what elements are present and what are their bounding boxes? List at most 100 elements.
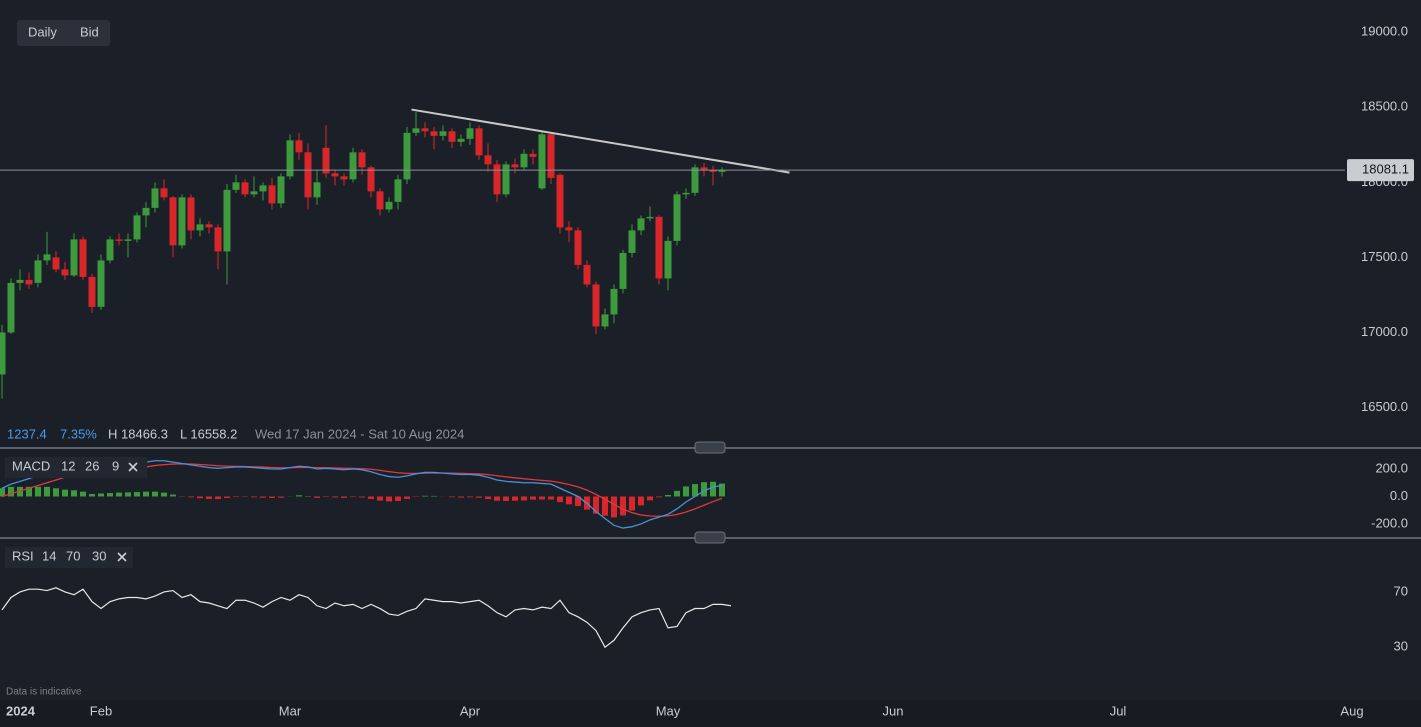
histogram-bar — [638, 496, 644, 506]
macd-label: MACD — [12, 458, 50, 473]
histogram-bar — [350, 496, 356, 498]
candle-body — [277, 176, 285, 204]
close-icon[interactable] — [117, 552, 127, 562]
histogram-bar — [161, 492, 167, 497]
candle-body — [331, 173, 339, 177]
histogram-bar — [89, 494, 95, 497]
histogram-bar — [44, 486, 50, 497]
candle-body — [223, 189, 231, 252]
candle-body — [106, 239, 114, 261]
candle-body — [619, 252, 627, 289]
histogram-bar — [98, 493, 104, 497]
histogram-bar — [431, 495, 437, 497]
histogram-bar — [188, 496, 194, 498]
candle-body — [439, 131, 447, 136]
candle-body — [385, 201, 393, 210]
histogram-bar — [449, 496, 455, 498]
histogram-bar — [629, 496, 635, 511]
y-tick-label: 18500.0 — [1361, 99, 1408, 114]
histogram-bar — [368, 496, 374, 499]
candle-body — [682, 192, 690, 195]
interval-button[interactable]: Daily — [28, 24, 57, 39]
histogram-bar — [323, 496, 329, 498]
candle-body — [79, 239, 87, 277]
histogram-bar — [80, 491, 86, 497]
histogram-bar — [62, 489, 68, 497]
histogram-bar — [206, 496, 212, 499]
candle-body — [34, 260, 42, 283]
candle-body — [664, 240, 672, 279]
candle-body — [151, 188, 159, 208]
histogram-bar — [377, 496, 383, 501]
side-button[interactable]: Bid — [80, 24, 99, 39]
histogram-bar — [233, 496, 239, 498]
candle-body — [403, 132, 411, 180]
candle-body — [160, 188, 168, 198]
candle-body — [493, 164, 501, 195]
low: L 16558.2 — [180, 426, 237, 441]
histogram-bar — [260, 496, 266, 498]
rsi-header — [5, 547, 133, 568]
histogram-bar — [665, 494, 671, 497]
histogram-bar — [683, 486, 689, 497]
histogram-bar — [647, 496, 653, 501]
histogram-bar — [701, 482, 707, 497]
year-label: 2024 — [6, 703, 36, 718]
histogram-bar — [422, 495, 428, 497]
candle-body — [511, 164, 519, 168]
candle-body — [115, 239, 123, 241]
time-axis-band — [0, 700, 1421, 727]
histogram-bar — [278, 496, 284, 498]
candle-body — [250, 191, 258, 195]
histogram-bar — [134, 492, 140, 497]
histogram-bar — [719, 483, 725, 497]
histogram-bar — [359, 496, 365, 498]
candle-body — [52, 257, 60, 270]
candle-body — [367, 167, 375, 192]
histogram-bar — [674, 490, 680, 497]
candle-body — [610, 288, 618, 315]
footer-note: Data is indicative — [6, 687, 82, 698]
histogram-bar — [314, 496, 320, 498]
close-icon[interactable] — [128, 462, 138, 472]
candle-body — [25, 279, 33, 285]
candle-body — [286, 140, 294, 177]
candle-body — [133, 215, 141, 240]
histogram-bar — [251, 496, 257, 498]
histogram-bar — [575, 496, 581, 507]
x-tick-label: Jul — [1110, 703, 1127, 718]
rsi-line — [1, 587, 732, 649]
y-tick-label: 70 — [1394, 583, 1408, 598]
pane-grip[interactable] — [694, 531, 726, 544]
toolbar — [17, 20, 110, 46]
candle-body — [70, 239, 78, 276]
histogram-bar — [125, 492, 131, 497]
rsi-param: 70 — [66, 548, 80, 563]
macd-param: 12 — [61, 458, 75, 473]
macd-header — [5, 457, 147, 478]
last-price-box — [1347, 159, 1414, 182]
candle-body — [187, 197, 195, 231]
pane-grip[interactable] — [694, 441, 726, 454]
histogram-bar — [395, 496, 401, 502]
histogram-bar — [8, 486, 14, 497]
candle-body — [709, 170, 717, 172]
candle-body — [358, 152, 366, 168]
candle-body — [268, 185, 276, 204]
candle-body — [601, 314, 609, 327]
y-tick-label: 19000.0 — [1361, 24, 1408, 39]
histogram-bar — [197, 496, 203, 499]
candle-body — [502, 164, 510, 195]
candle-body — [16, 279, 24, 283]
candle-body — [7, 282, 15, 333]
candle-body — [322, 147, 330, 174]
histogram-bar — [0, 488, 5, 497]
histogram-bar — [494, 496, 500, 501]
candle-body — [628, 230, 636, 253]
histogram-bar — [530, 496, 536, 500]
candle-body — [430, 131, 438, 136]
candle-body — [340, 176, 348, 180]
rsi-param: 14 — [42, 548, 56, 563]
